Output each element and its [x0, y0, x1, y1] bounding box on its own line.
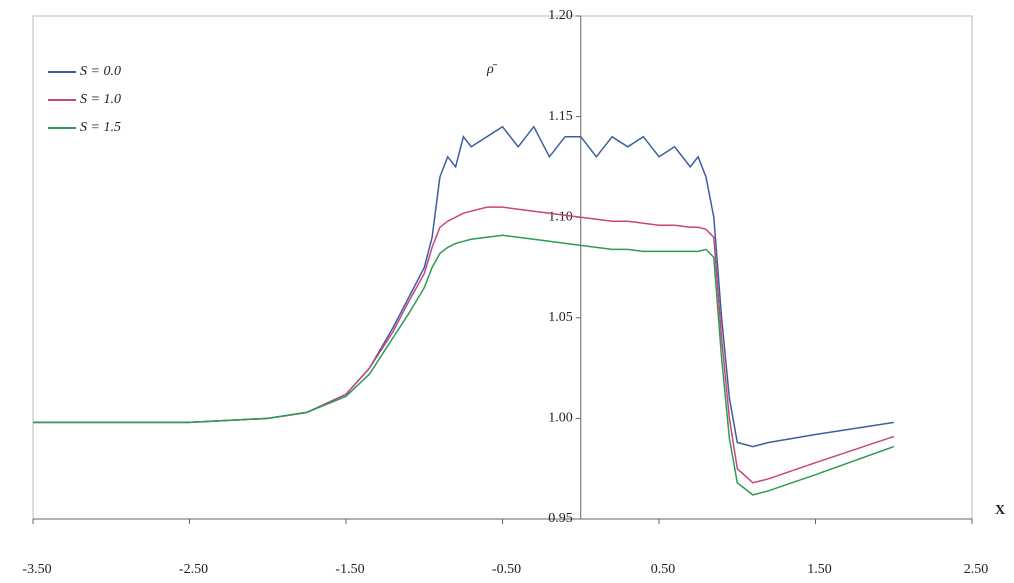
y-tick-label: 0.95	[548, 511, 573, 526]
y-tick-label: 1.05	[548, 310, 573, 325]
legend-label: S = 1.0	[80, 92, 121, 107]
x-tick-label: -1.50	[335, 562, 364, 577]
x-tick-label: -3.50	[22, 562, 51, 577]
y-tick-label: 1.00	[548, 411, 573, 426]
series-line	[33, 206, 895, 484]
x-tick-label: -2.50	[179, 562, 208, 577]
y-tick-label: 1.20	[548, 8, 573, 23]
series-line	[33, 234, 895, 496]
y-tick-label: 1.10	[548, 209, 573, 224]
x-tick-label: 2.50	[964, 562, 989, 577]
x-axis-label: X	[995, 503, 1005, 518]
x-tick-label: 0.50	[651, 562, 676, 577]
legend-label: S = 0.0	[80, 64, 121, 79]
x-tick-label: -0.50	[492, 562, 521, 577]
series-line	[33, 125, 894, 448]
y-tick-label: 1.15	[548, 109, 573, 124]
y-axis-label: ρ̄	[486, 62, 498, 77]
x-tick-label: 1.50	[807, 562, 832, 577]
plot-frame	[32, 15, 973, 520]
legend-label: S = 1.5	[80, 120, 121, 135]
